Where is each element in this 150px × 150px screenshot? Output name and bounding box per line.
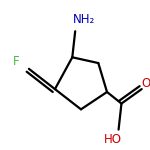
Text: NH₂: NH₂ [73,13,95,26]
Text: F: F [13,55,19,68]
Text: O: O [141,77,150,90]
Text: HO: HO [104,133,122,146]
